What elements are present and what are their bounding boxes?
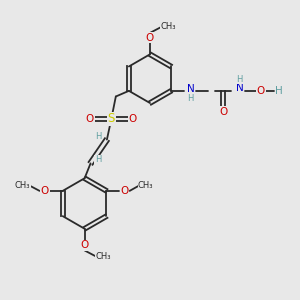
Text: O: O <box>41 186 49 196</box>
Text: H: H <box>95 131 102 140</box>
Text: O: O <box>219 107 227 117</box>
Text: O: O <box>257 86 265 96</box>
Text: H: H <box>275 86 283 96</box>
Text: O: O <box>129 114 137 124</box>
Text: O: O <box>146 33 154 43</box>
Text: CH₃: CH₃ <box>138 181 154 190</box>
Text: N: N <box>187 84 194 94</box>
Text: H: H <box>236 75 243 84</box>
Text: CH₃: CH₃ <box>161 22 176 32</box>
Text: CH₃: CH₃ <box>95 252 111 261</box>
Text: N: N <box>236 83 243 93</box>
Text: CH₃: CH₃ <box>15 181 30 190</box>
Text: O: O <box>120 186 128 196</box>
Text: H: H <box>95 155 101 164</box>
Text: H: H <box>187 94 194 103</box>
Text: O: O <box>86 114 94 124</box>
Text: O: O <box>80 240 89 250</box>
Text: S: S <box>108 112 115 125</box>
